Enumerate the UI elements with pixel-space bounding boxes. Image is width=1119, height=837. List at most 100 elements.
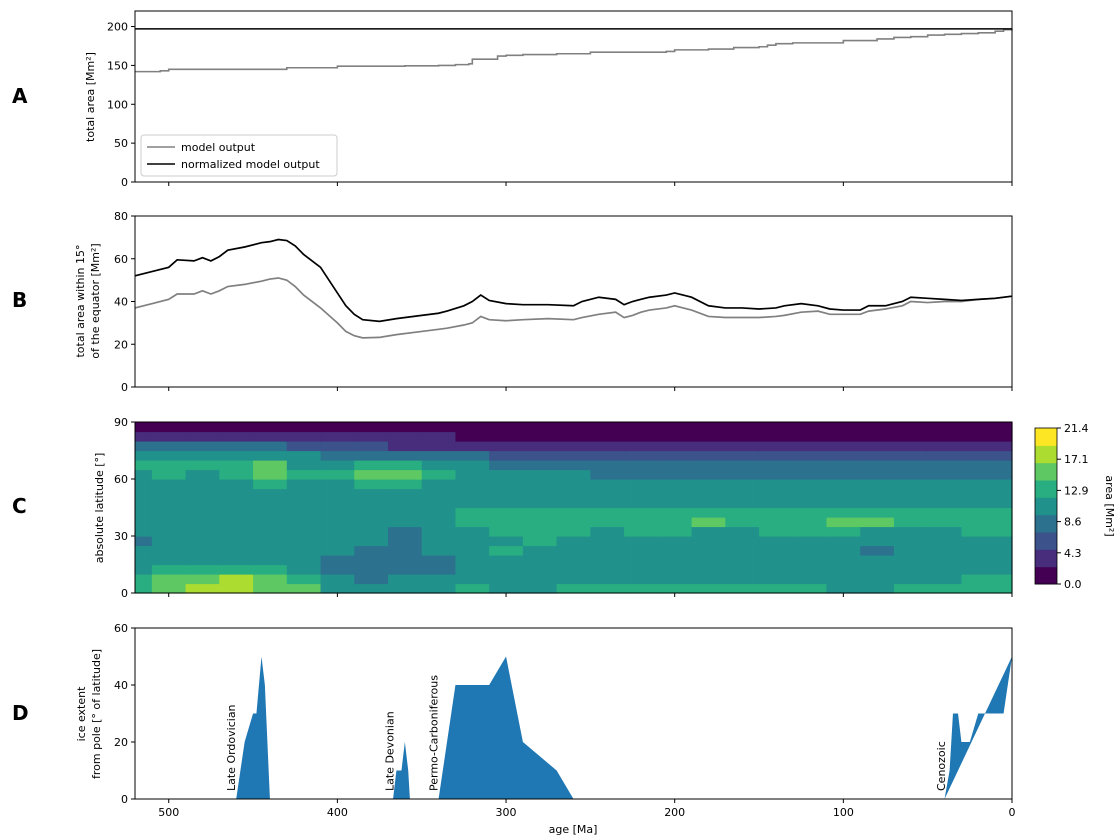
heatmap-cell xyxy=(995,479,1013,490)
heatmap-cell xyxy=(219,469,254,480)
annotation-late-ordovician: Late Ordovician xyxy=(225,704,238,791)
heatmap-cell xyxy=(489,574,524,585)
colorbar-tick-label: 0.0 xyxy=(1064,578,1082,591)
heatmap-cell xyxy=(961,460,996,471)
heatmap-cell xyxy=(590,422,625,433)
heatmap-cell xyxy=(759,460,794,471)
heatmap-cell xyxy=(185,526,220,537)
heatmap-cell xyxy=(135,574,153,585)
heatmap-cell xyxy=(135,545,153,556)
heatmap-cell xyxy=(725,517,760,528)
heatmap-cell xyxy=(455,431,490,442)
heatmap-cell xyxy=(826,555,861,566)
heatmap-cell xyxy=(185,555,220,566)
heatmap-cell xyxy=(995,460,1013,471)
heatmap-cell xyxy=(691,536,726,547)
heatmap-cell xyxy=(826,545,861,556)
colorbar-label: area [Mm²] xyxy=(1103,475,1116,536)
heatmap-cell xyxy=(657,431,693,442)
heatmap-cell xyxy=(151,422,187,433)
heatmap-cell xyxy=(253,555,288,566)
heatmap-cell xyxy=(455,507,490,518)
heatmap-cell xyxy=(657,574,693,585)
heatmap-cell xyxy=(185,422,220,433)
heatmap-cell xyxy=(725,526,760,537)
heatmap-cell xyxy=(590,441,625,452)
series-model-output xyxy=(135,28,1013,73)
heatmap-cell xyxy=(354,479,389,490)
heatmap-cell xyxy=(556,526,591,537)
heatmap-cell xyxy=(489,526,524,537)
heatmap-cell xyxy=(657,488,693,499)
heatmap-cell xyxy=(590,479,625,490)
heatmap-cell xyxy=(489,488,524,499)
heatmap-cell xyxy=(455,479,490,490)
heatmap-cell xyxy=(691,441,726,452)
panel-c-ytick-label: 60 xyxy=(114,473,128,486)
panel-letter-a: A xyxy=(12,84,28,108)
heatmap-cell xyxy=(421,526,457,537)
heatmap-cell xyxy=(185,488,220,499)
heatmap-cell xyxy=(893,583,929,594)
heatmap-cell xyxy=(725,583,760,594)
heatmap-cell xyxy=(320,488,355,499)
heatmap-cell xyxy=(455,555,490,566)
heatmap-cell xyxy=(320,431,355,442)
heatmap-cell xyxy=(286,460,322,471)
heatmap-cell xyxy=(455,545,490,556)
panel-d-ytick-label: 40 xyxy=(114,679,128,692)
heatmap-cell xyxy=(927,479,963,490)
heatmap-cell xyxy=(995,450,1013,461)
panel-c-ytick-label: 90 xyxy=(114,416,128,429)
heatmap-cell xyxy=(826,488,861,499)
heatmap-cell xyxy=(219,498,254,509)
heatmap-cell xyxy=(590,555,625,566)
colorbar-segment xyxy=(1035,480,1057,498)
heatmap-cell xyxy=(691,450,726,461)
heatmap-cell xyxy=(691,488,726,499)
heatmap-cell xyxy=(489,469,524,480)
heatmap-cell xyxy=(792,479,828,490)
heatmap-cell xyxy=(860,488,895,499)
heatmap-cell xyxy=(759,526,794,537)
heatmap-cell xyxy=(725,564,760,575)
heatmap-cell xyxy=(286,517,322,528)
heatmap-cell xyxy=(151,517,187,528)
heatmap-cell xyxy=(185,460,220,471)
heatmap-cell xyxy=(927,555,963,566)
panel-d-xtick-label: 100 xyxy=(833,806,854,819)
heatmap-cell xyxy=(590,564,625,575)
heatmap-cell xyxy=(860,441,895,452)
heatmap-cell xyxy=(691,526,726,537)
heatmap-cell xyxy=(320,564,355,575)
heatmap-cell xyxy=(455,422,490,433)
heatmap-cell xyxy=(455,526,490,537)
heatmap-cell xyxy=(725,460,760,471)
panel-c-latitude-heatmap: 0 30 60 90 absolute latitude [°] 0.0 4.3 8.6 1… xyxy=(93,416,1116,600)
heatmap-cell xyxy=(489,450,524,461)
heatmap-cell xyxy=(927,469,963,480)
heatmap-cell xyxy=(489,498,524,509)
heatmap-cell xyxy=(421,479,457,490)
heatmap-cell xyxy=(590,460,625,471)
heatmap-cell xyxy=(354,517,389,528)
heatmap-cell xyxy=(151,431,187,442)
heatmap-cell xyxy=(927,526,963,537)
heatmap-cell xyxy=(927,507,963,518)
heatmap-cell xyxy=(691,431,726,442)
heatmap-cell xyxy=(759,574,794,585)
annotation-permo-carboniferous: Permo-Carboniferous xyxy=(428,675,441,791)
heatmap-cell xyxy=(590,431,625,442)
panel-b-ticks: 0 20 40 60 80 xyxy=(114,210,1013,394)
heatmap-cell xyxy=(455,441,490,452)
heatmap-cell xyxy=(219,526,254,537)
heatmap-cell xyxy=(387,574,423,585)
panel-a-series xyxy=(135,28,1013,73)
heatmap-cell xyxy=(286,422,322,433)
annotation-late-devonian: Late Devonian xyxy=(384,711,397,791)
heatmap-cell xyxy=(893,431,929,442)
legend-box xyxy=(140,134,338,177)
heatmap-cell xyxy=(320,498,355,509)
heatmap-cell xyxy=(691,460,726,471)
heatmap-cell xyxy=(893,441,929,452)
